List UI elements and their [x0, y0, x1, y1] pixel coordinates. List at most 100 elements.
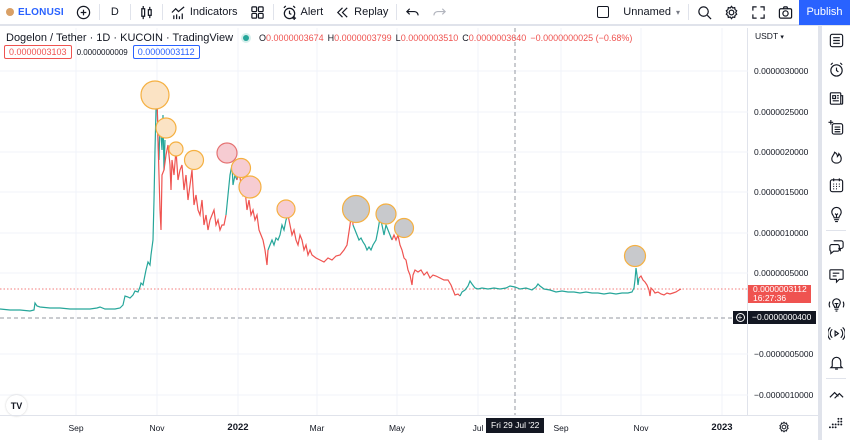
chart-settings-button[interactable] [778, 420, 790, 438]
screenshot-button[interactable] [772, 0, 799, 25]
settings-button[interactable] [718, 0, 745, 25]
chats-icon [828, 240, 844, 255]
price-tick: −0.0000010000 [754, 390, 814, 400]
current-price-label: 0.0000003112 16:27:36 [748, 285, 811, 303]
broadcast-button[interactable] [822, 319, 850, 348]
fullscreen-icon [752, 5, 765, 19]
annotation-circle[interactable] [183, 149, 205, 171]
time-tick: 2023 [711, 422, 733, 433]
legend-close: C0.0000003640 [462, 33, 526, 43]
search-button[interactable] [691, 0, 718, 25]
chart-pane[interactable] [0, 28, 748, 415]
symbol-search-button[interactable]: ELONUSI [0, 0, 70, 25]
alerts-clock-icon [829, 62, 843, 77]
chart-type-button[interactable] [133, 0, 160, 25]
sidebar-divider [826, 230, 846, 231]
chat-icon [828, 269, 844, 284]
high-value: 0.0000003799 [334, 33, 392, 43]
annotation-circle[interactable] [341, 194, 371, 224]
legend-title[interactable]: Dogelon / Tether · 1D · KUCOIN · Trading… [6, 32, 234, 44]
time-tick: May [388, 423, 406, 433]
streams-bulb-icon [828, 298, 844, 312]
interval-button[interactable]: D [102, 0, 128, 25]
high-key: H [327, 33, 335, 43]
close-value: 0.0000003640 [468, 33, 527, 43]
chats-button[interactable] [822, 232, 850, 261]
tradingview-logo[interactable]: TV [6, 395, 27, 416]
time-tick: Sep [553, 423, 569, 433]
publish-button[interactable]: Publish [799, 0, 850, 25]
time-tick: Nov [149, 423, 165, 433]
add-order-button[interactable]: + [733, 311, 747, 324]
price-chart[interactable] [0, 28, 748, 415]
annotation-circle[interactable] [238, 175, 262, 199]
annotation-circle[interactable] [276, 199, 296, 219]
plus-circle-icon: + [735, 313, 745, 322]
annotation-circle[interactable] [140, 80, 170, 110]
watchlist-icon [829, 33, 843, 48]
price-tick: −0.0000005000 [754, 349, 814, 359]
annotation-circle[interactable] [216, 142, 238, 164]
alert-button[interactable]: Alert [276, 0, 330, 25]
low-value: 0.0000003510 [400, 33, 459, 43]
currency-selector[interactable]: USDT ▾ [755, 31, 784, 41]
watchlist-button[interactable] [822, 26, 850, 55]
streams-button[interactable] [822, 290, 850, 319]
candles-icon [141, 5, 152, 19]
legend-low: L0.0000003510 [396, 33, 459, 43]
annotation-circle[interactable] [230, 157, 252, 179]
broadcast-icon [827, 326, 845, 341]
chevron-down-icon: ▾ [675, 7, 680, 17]
hotlist-flame-icon [830, 151, 842, 164]
object-tree-button[interactable] [822, 409, 850, 438]
sell-price-button[interactable]: 0.0000003103 [4, 45, 72, 59]
collapse-button[interactable] [822, 380, 850, 409]
annotation-circle[interactable] [155, 117, 177, 139]
layout-button[interactable]: Unnamed ▾ [591, 0, 686, 25]
notifications-button[interactable] [822, 348, 850, 377]
add-list-icon [827, 119, 843, 135]
templates-button[interactable] [244, 0, 271, 25]
time-tick: Nov [633, 423, 649, 433]
bar-countdown: 16:27:36 [753, 293, 787, 303]
annotation-circle[interactable] [168, 141, 184, 157]
chat-button[interactable] [822, 261, 850, 290]
ideas-button[interactable] [822, 200, 850, 229]
buy-price-button[interactable]: 0.0000003112 [132, 45, 200, 59]
compare-symbol-button[interactable] [70, 0, 97, 25]
annotation-circle[interactable] [375, 203, 397, 225]
annotation-circle[interactable] [393, 217, 415, 239]
price-tick: 0.0000005000 [754, 268, 809, 278]
news-button[interactable] [822, 84, 850, 113]
alerts-button[interactable] [822, 55, 850, 84]
toolbar-divider [129, 4, 131, 20]
time-axis[interactable]: Sep Nov 2022 Mar May Jul Sep Nov 2023 Fr… [0, 415, 818, 440]
annotation-circle[interactable] [623, 244, 647, 268]
chevron-down-icon: ▾ [780, 34, 784, 41]
indicators-button[interactable]: Indicators [165, 0, 244, 25]
calendar-icon [829, 178, 843, 193]
add-list-button[interactable] [822, 113, 850, 142]
calendar-button[interactable] [822, 171, 850, 200]
dot-grid-icon [828, 417, 842, 429]
redo-button[interactable] [426, 0, 453, 25]
right-sidebar [818, 26, 850, 440]
replay-button[interactable]: Replay [329, 0, 394, 25]
time-tick: 2022 [227, 422, 249, 433]
ideas-bulb-icon [830, 206, 842, 223]
add-symbol-icon [76, 5, 91, 19]
alert-label: Alert [300, 6, 324, 18]
spread-value: 0.0000000009 [76, 47, 128, 57]
hotlist-button[interactable] [822, 142, 850, 171]
replay-label: Replay [354, 6, 389, 18]
templates-icon [250, 5, 264, 19]
layout-name: Unnamed [623, 6, 671, 18]
grid-lines [0, 28, 748, 415]
notifications-bell-icon [828, 356, 844, 370]
price-tick: 0.0000020000 [754, 147, 809, 157]
circle-annotations[interactable] [140, 80, 647, 268]
symbol-label: ELONUSI [18, 6, 64, 18]
undo-button[interactable] [399, 0, 426, 25]
redo-icon [433, 7, 447, 15]
fullscreen-button[interactable] [745, 0, 772, 25]
